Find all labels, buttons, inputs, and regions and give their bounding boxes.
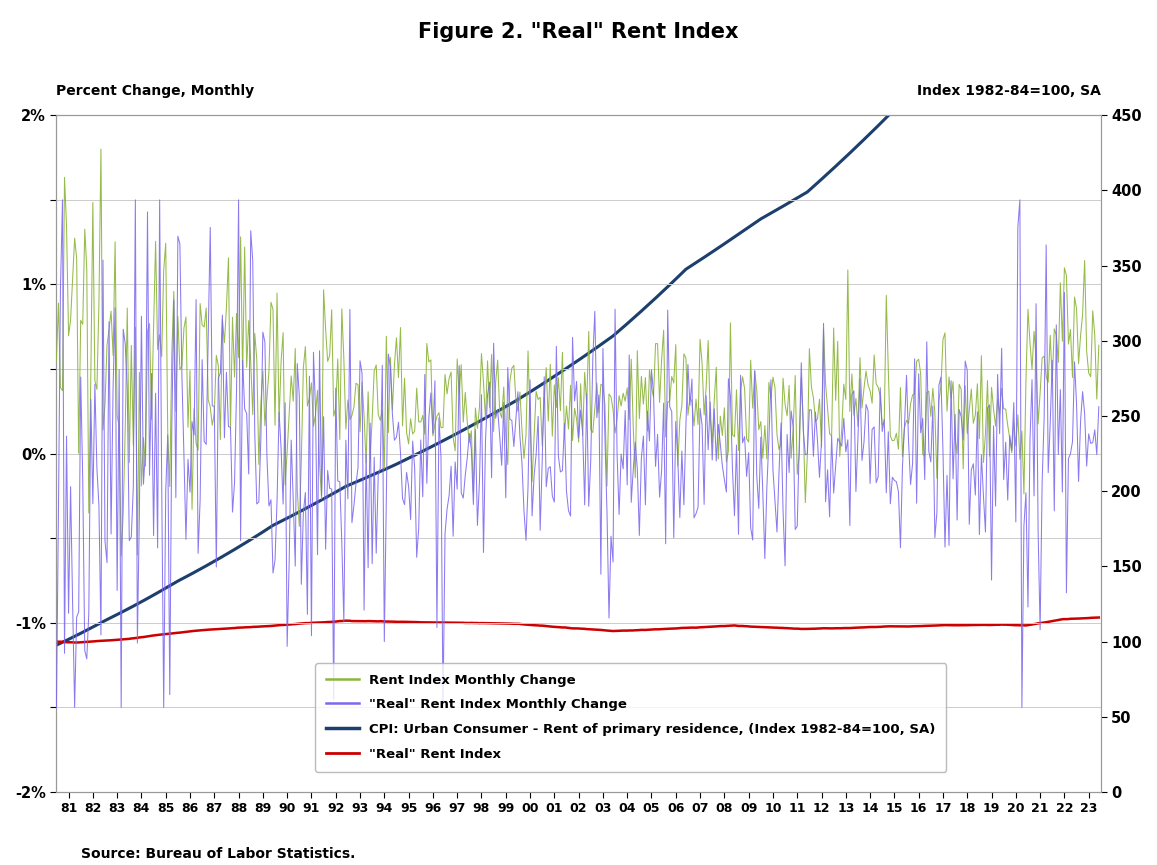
Text: Percent Change, Monthly: Percent Change, Monthly: [57, 84, 255, 99]
Text: Index 1982-84=100, SA: Index 1982-84=100, SA: [918, 84, 1100, 99]
Text: Source: Bureau of Labor Statistics.: Source: Bureau of Labor Statistics.: [81, 847, 355, 861]
Legend: Rent Index Monthly Change, "Real" Rent Index Monthly Change, CPI: Urban Consumer: Rent Index Monthly Change, "Real" Rent I…: [316, 663, 946, 772]
Text: Figure 2. "Real" Rent Index: Figure 2. "Real" Rent Index: [418, 22, 739, 42]
